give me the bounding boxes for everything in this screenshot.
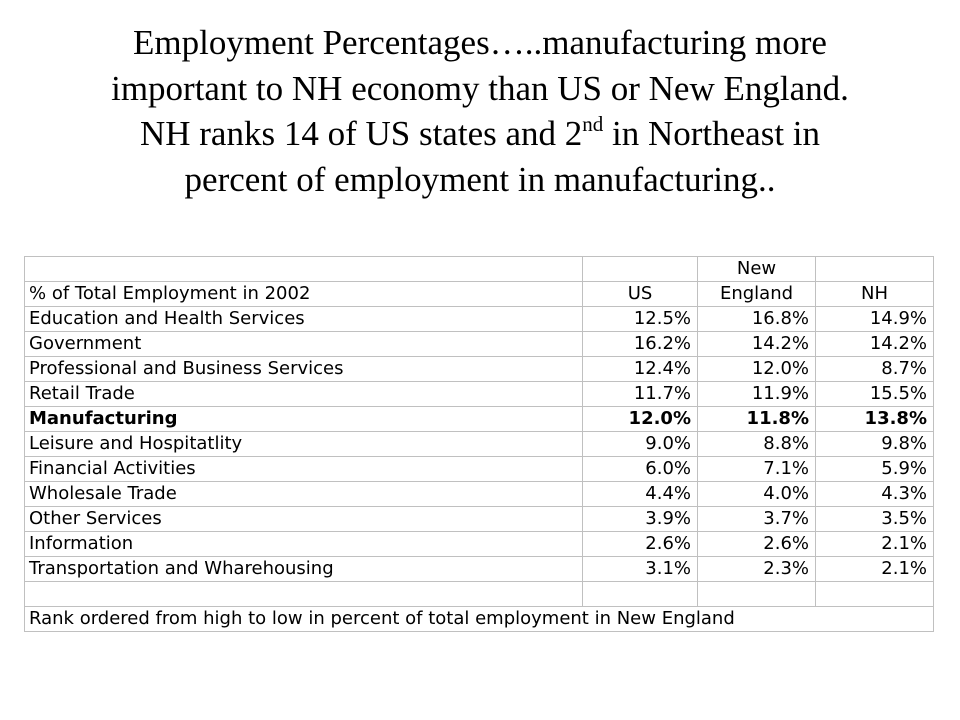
- new-england-value-cell: 12.0%: [697, 356, 816, 382]
- nh-value-cell: 15.5%: [815, 381, 934, 407]
- table-row: Manufacturing 12.0% 11.8% 13.8%: [24, 406, 934, 432]
- title-line-1: Employment Percentages…..manufacturing m…: [133, 23, 827, 62]
- empty-cell: [697, 581, 816, 607]
- table-header-row: % of Total Employment in 2002 US England…: [24, 281, 934, 307]
- header-us-cell: US: [582, 281, 698, 307]
- nh-value-cell: 2.1%: [815, 531, 934, 557]
- us-value-cell: 11.7%: [582, 381, 698, 407]
- employment-table-body: New % of Total Employment in 2002 US Eng…: [24, 256, 934, 632]
- title-line-3: NH ranks 14 of US states and 2nd in Nort…: [40, 111, 920, 157]
- title-line-3-superscript: nd: [582, 112, 604, 136]
- table-header-row-top: New: [24, 256, 934, 282]
- category-cell: Education and Health Services: [24, 306, 583, 332]
- category-cell: Professional and Business Services: [24, 356, 583, 382]
- new-england-value-cell: 2.6%: [697, 531, 816, 557]
- empty-cell: [815, 581, 934, 607]
- nh-value-cell: 13.8%: [815, 406, 934, 432]
- header-top-label-cell: [24, 256, 583, 282]
- new-england-value-cell: 2.3%: [697, 556, 816, 582]
- header-new-england-cell: England: [697, 281, 816, 307]
- header-top-us-cell: [582, 256, 698, 282]
- new-england-value-cell: 4.0%: [697, 481, 816, 507]
- table-row: Government 16.2% 14.2% 14.2%: [24, 331, 934, 357]
- header-top-new-england-cell: New: [697, 256, 816, 282]
- new-england-value-cell: 16.8%: [697, 306, 816, 332]
- slide-title: Employment Percentages…..manufacturing m…: [40, 20, 920, 202]
- us-value-cell: 4.4%: [582, 481, 698, 507]
- nh-value-cell: 14.2%: [815, 331, 934, 357]
- nh-value-cell: 14.9%: [815, 306, 934, 332]
- new-england-value-cell: 11.8%: [697, 406, 816, 432]
- nh-value-cell: 3.5%: [815, 506, 934, 532]
- nh-value-cell: 5.9%: [815, 456, 934, 482]
- title-line-3-text-end: in Northeast in: [603, 114, 821, 153]
- us-value-cell: 6.0%: [582, 456, 698, 482]
- title-line-3-text: NH ranks 14 of US states and 2: [139, 114, 583, 153]
- nh-value-cell: 9.8%: [815, 431, 934, 457]
- table-row: Information 2.6% 2.6% 2.1%: [24, 531, 934, 557]
- empty-cell: [582, 581, 698, 607]
- table-row: Education and Health Services 12.5% 16.8% 1…: [24, 306, 934, 332]
- new-england-value-cell: 14.2%: [697, 331, 816, 357]
- empty-row: [24, 581, 934, 607]
- new-england-value-cell: 3.7%: [697, 506, 816, 532]
- header-top-nh-cell: [815, 256, 934, 282]
- table-footnote: Rank ordered from high to low in percent…: [24, 606, 934, 632]
- us-value-cell: 3.9%: [582, 506, 698, 532]
- table-row: Wholesale Trade 4.4% 4.0% 4.3%: [24, 481, 934, 507]
- new-england-value-cell: 11.9%: [697, 381, 816, 407]
- category-cell: Government: [24, 331, 583, 357]
- footnote-row: Rank ordered from high to low in percent…: [24, 606, 934, 632]
- header-category-cell: % of Total Employment in 2002: [24, 281, 583, 307]
- nh-value-cell: 4.3%: [815, 481, 934, 507]
- new-england-value-cell: 8.8%: [697, 431, 816, 457]
- nh-value-cell: 8.7%: [815, 356, 934, 382]
- category-cell: Transportation and Wharehousing: [24, 556, 583, 582]
- title-line-2: important to NH economy than US or New E…: [111, 68, 849, 108]
- header-nh-cell: NH: [815, 281, 934, 307]
- table-row: Other Services 3.9% 3.7% 3.5%: [24, 506, 934, 532]
- table-row: Retail Trade 11.7% 11.9% 15.5%: [24, 381, 934, 407]
- new-england-value-cell: 7.1%: [697, 456, 816, 482]
- category-cell: Other Services: [24, 506, 583, 532]
- empty-cell: [24, 581, 583, 607]
- category-cell: Information: [24, 531, 583, 557]
- us-value-cell: 16.2%: [582, 331, 698, 357]
- us-value-cell: 9.0%: [582, 431, 698, 457]
- us-value-cell: 12.4%: [582, 356, 698, 382]
- table-row: Transportation and Wharehousing 3.1% 2.3% 2…: [24, 556, 934, 582]
- category-cell: Leisure and Hospitatlity: [24, 431, 583, 457]
- us-value-cell: 3.1%: [582, 556, 698, 582]
- table-row: Professional and Business Services 12.4% 1…: [24, 356, 934, 382]
- category-cell: Financial Activities: [24, 456, 583, 482]
- employment-table: New % of Total Employment in 2002 US Eng…: [24, 256, 934, 632]
- category-cell: Wholesale Trade: [24, 481, 583, 507]
- category-cell: Manufacturing: [24, 406, 583, 432]
- table-row: Leisure and Hospitatlity 9.0% 8.8% 9.8%: [24, 431, 934, 457]
- us-value-cell: 2.6%: [582, 531, 698, 557]
- title-line-4: percent of employment in manufacturing..: [184, 159, 776, 199]
- us-value-cell: 12.5%: [582, 306, 698, 332]
- nh-value-cell: 2.1%: [815, 556, 934, 582]
- table-row: Financial Activities 6.0% 7.1% 5.9%: [24, 456, 934, 482]
- category-cell: Retail Trade: [24, 381, 583, 407]
- us-value-cell: 12.0%: [582, 406, 698, 432]
